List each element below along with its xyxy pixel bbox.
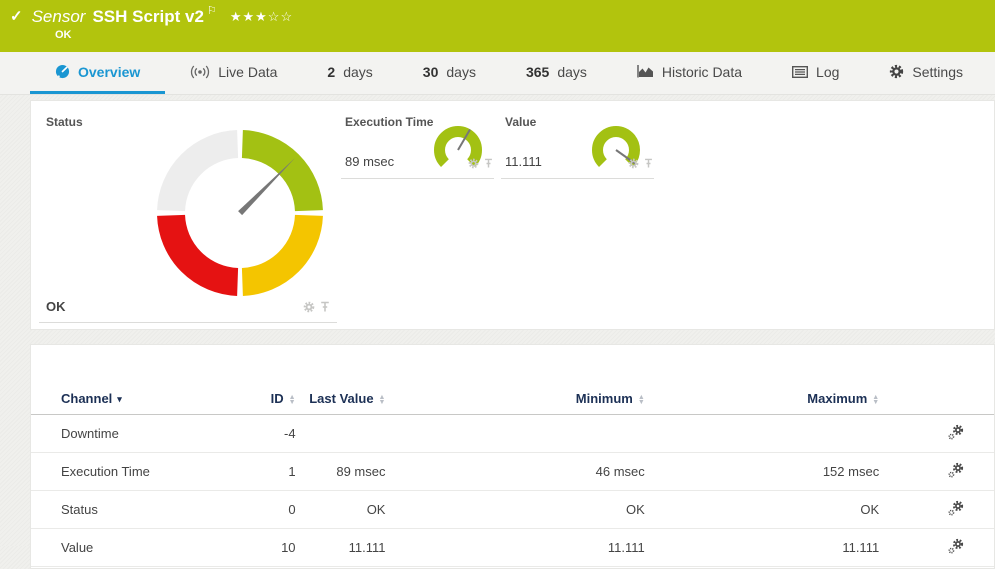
pin-icon[interactable] bbox=[320, 301, 330, 313]
sensor-status-text: OK bbox=[55, 29, 72, 41]
channel-minimum-cell: OK bbox=[385, 490, 645, 529]
tab-log[interactable]: Log bbox=[767, 52, 864, 94]
log-list-icon bbox=[792, 65, 809, 78]
channel-last-value-cell: OK bbox=[295, 490, 386, 529]
tab-label: Settings bbox=[912, 63, 963, 80]
tab-live-data[interactable]: Live Data bbox=[165, 52, 302, 94]
sort-toggle-icon: ▲ ▼ bbox=[288, 393, 296, 406]
channel-minimum-cell: 46 msec bbox=[385, 452, 645, 491]
channel-name-cell[interactable]: Value bbox=[31, 528, 256, 567]
gear-icon bbox=[890, 64, 904, 79]
sort-toggle-icon: ▲ ▼ bbox=[378, 393, 386, 406]
status-gauge bbox=[157, 130, 323, 296]
column-header-actions bbox=[879, 385, 994, 415]
channel-id-cell: 10 bbox=[255, 528, 296, 567]
tab-bar: Overview Live Data 2 days 30 days 365 da… bbox=[0, 52, 995, 95]
column-header-minimum[interactable]: Minimum ▲ ▼ bbox=[385, 385, 645, 415]
table-header-row: Channel ▾ ID ▲ ▼ Last Value ▲ ▼ Minimum ▲ ▼ Max… bbox=[31, 385, 994, 415]
column-header-maximum[interactable]: Maximum ▲ ▼ bbox=[644, 385, 880, 415]
tab-2-days[interactable]: 2 days bbox=[302, 52, 397, 94]
channel-name-cell[interactable]: Downtime bbox=[31, 414, 256, 453]
tab-number: 365 bbox=[525, 63, 550, 80]
gauge-icon bbox=[55, 64, 70, 79]
sort-desc-icon: ▾ bbox=[117, 394, 122, 405]
live-data-icon bbox=[191, 65, 210, 78]
sort-toggle-icon: ▲ ▼ bbox=[637, 393, 645, 406]
tab-label: Log bbox=[816, 63, 840, 80]
channel-id-cell: -4 bbox=[255, 414, 296, 453]
gauge-settings-gear-icon[interactable] bbox=[468, 158, 479, 169]
tab-365-days[interactable]: 365 days bbox=[501, 52, 612, 94]
tab-label: Live Data bbox=[218, 63, 278, 80]
overview-gauges-panel: Status OK Execution Time 89 msec bbox=[30, 100, 995, 330]
gauge-settings-gear-icon[interactable] bbox=[628, 158, 639, 169]
pin-icon[interactable] bbox=[484, 158, 493, 169]
channel-last-value-cell bbox=[295, 414, 386, 453]
channels-table: Channel ▾ ID ▲ ▼ Last Value ▲ ▼ Minimum ▲ ▼ Max… bbox=[31, 385, 994, 567]
channel-minimum-cell: 11.111 bbox=[385, 528, 645, 567]
pin-icon[interactable] bbox=[644, 158, 653, 169]
channel-last-value-cell: 11.111 bbox=[295, 528, 386, 567]
table-row: Status 0 OK OK OK bbox=[31, 490, 994, 529]
table-row: Value 10 11.111 11.111 11.111 bbox=[31, 528, 994, 567]
value-gauge-label: Value bbox=[505, 115, 537, 129]
channel-maximum-cell bbox=[644, 414, 880, 453]
sensor-title: SSH Script v2 bbox=[92, 7, 204, 26]
channel-settings-gears-icon[interactable] bbox=[948, 500, 964, 516]
table-row: Execution Time 1 89 msec 46 msec 152 mse… bbox=[31, 452, 994, 491]
object-kind-label: Sensor bbox=[31, 7, 86, 26]
channel-id-cell: 1 bbox=[255, 452, 296, 491]
value-gauge-value: 11.111 bbox=[505, 154, 542, 169]
channel-name-cell[interactable]: Status bbox=[31, 490, 256, 529]
execution-time-gauge-label: Execution Time bbox=[345, 115, 434, 129]
status-gauge-value: OK bbox=[46, 299, 66, 314]
execution-time-gauge-needle bbox=[457, 128, 471, 151]
column-header-channel[interactable]: Channel ▾ bbox=[31, 385, 256, 415]
tab-label: days bbox=[557, 63, 587, 80]
channel-maximum-cell: 152 msec bbox=[644, 452, 880, 491]
tab-overview[interactable]: Overview bbox=[30, 52, 166, 94]
area-chart-icon bbox=[637, 65, 653, 78]
tab-label: Overview bbox=[78, 63, 141, 80]
tab-label: days bbox=[343, 63, 373, 80]
tab-settings[interactable]: Settings bbox=[864, 52, 988, 94]
channel-last-value-cell: 89 msec bbox=[295, 452, 386, 491]
channel-maximum-cell: 11.111 bbox=[644, 528, 880, 567]
channel-maximum-cell: OK bbox=[644, 490, 880, 529]
channel-settings-gears-icon[interactable] bbox=[948, 462, 964, 478]
channels-panel: Channel ▾ ID ▲ ▼ Last Value ▲ ▼ Minimum ▲ ▼ Max… bbox=[30, 344, 995, 569]
tab-number: 2 bbox=[327, 63, 336, 80]
tab-30-days[interactable]: 30 days bbox=[398, 52, 501, 94]
tab-historic-data[interactable]: Historic Data bbox=[612, 52, 767, 94]
channel-id-cell: 0 bbox=[255, 490, 296, 529]
sort-toggle-icon: ▲ ▼ bbox=[872, 393, 880, 406]
tab-number: 30 bbox=[422, 63, 439, 80]
status-ok-check-icon: ✓ bbox=[10, 8, 23, 25]
channel-name-cell[interactable]: Execution Time bbox=[31, 452, 256, 491]
execution-time-gauge-value: 89 msec bbox=[345, 154, 395, 169]
channel-settings-gears-icon[interactable] bbox=[948, 538, 964, 554]
column-header-last-value[interactable]: Last Value ▲ ▼ bbox=[295, 385, 386, 415]
channel-minimum-cell bbox=[385, 414, 645, 453]
table-row: Downtime -4 bbox=[31, 414, 994, 453]
status-gauge-label: Status bbox=[46, 115, 83, 129]
tab-label: Historic Data bbox=[661, 63, 743, 80]
sensor-header: ✓ Sensor SSH Script v2 ⚐ ★★★☆☆ OK bbox=[0, 0, 995, 52]
channel-settings-gears-icon[interactable] bbox=[948, 424, 964, 440]
flag-icon[interactable]: ⚐ bbox=[206, 5, 217, 17]
tab-label: days bbox=[446, 63, 476, 80]
status-gauge-needle bbox=[238, 158, 295, 216]
execution-time-gauge bbox=[434, 126, 482, 167]
gauge-settings-gear-icon[interactable] bbox=[303, 301, 315, 313]
column-header-id[interactable]: ID ▲ ▼ bbox=[255, 385, 296, 415]
priority-stars[interactable]: ★★★☆☆ bbox=[229, 9, 294, 24]
